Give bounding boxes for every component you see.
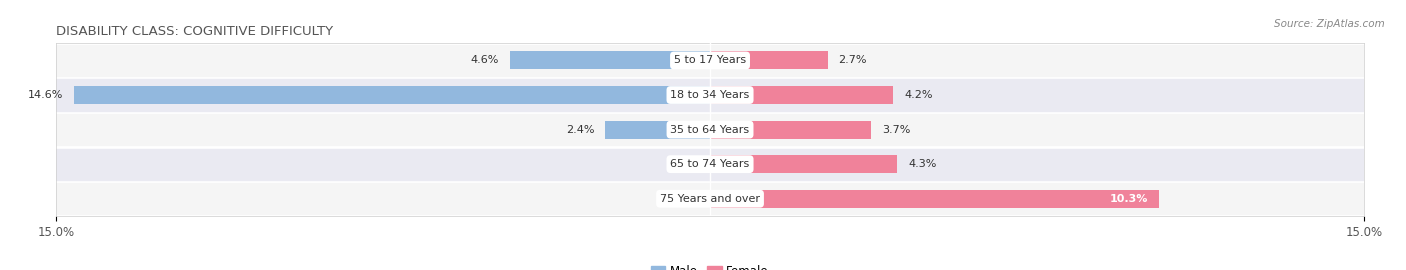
Text: Source: ZipAtlas.com: Source: ZipAtlas.com — [1274, 19, 1385, 29]
Bar — [710, 52, 828, 69]
Legend: Male, Female: Male, Female — [647, 260, 773, 270]
Text: 0.0%: 0.0% — [671, 194, 699, 204]
Text: DISABILITY CLASS: COGNITIVE DIFFICULTY: DISABILITY CLASS: COGNITIVE DIFFICULTY — [56, 25, 333, 38]
Text: 18 to 34 Years: 18 to 34 Years — [671, 90, 749, 100]
Text: 10.3%: 10.3% — [1109, 194, 1149, 204]
Text: 4.3%: 4.3% — [908, 159, 936, 169]
Text: 65 to 74 Years: 65 to 74 Years — [671, 159, 749, 169]
Text: 75 Years and over: 75 Years and over — [659, 194, 761, 204]
Bar — [710, 121, 872, 139]
Text: 3.7%: 3.7% — [882, 124, 911, 135]
Text: 35 to 64 Years: 35 to 64 Years — [671, 124, 749, 135]
Text: 2.4%: 2.4% — [567, 124, 595, 135]
Bar — [56, 148, 1364, 180]
Bar — [606, 121, 710, 139]
Text: 0.0%: 0.0% — [671, 159, 699, 169]
Text: 4.6%: 4.6% — [470, 55, 499, 66]
Bar — [56, 79, 1364, 111]
Text: 2.7%: 2.7% — [838, 55, 868, 66]
Bar — [56, 114, 1364, 145]
Bar — [710, 86, 893, 104]
Text: 4.2%: 4.2% — [904, 90, 932, 100]
Text: 14.6%: 14.6% — [27, 90, 63, 100]
Bar — [710, 155, 897, 173]
Bar — [509, 52, 710, 69]
Bar — [710, 190, 1159, 208]
Bar — [73, 86, 710, 104]
Bar — [56, 183, 1364, 214]
Bar — [56, 45, 1364, 76]
Text: 5 to 17 Years: 5 to 17 Years — [673, 55, 747, 66]
